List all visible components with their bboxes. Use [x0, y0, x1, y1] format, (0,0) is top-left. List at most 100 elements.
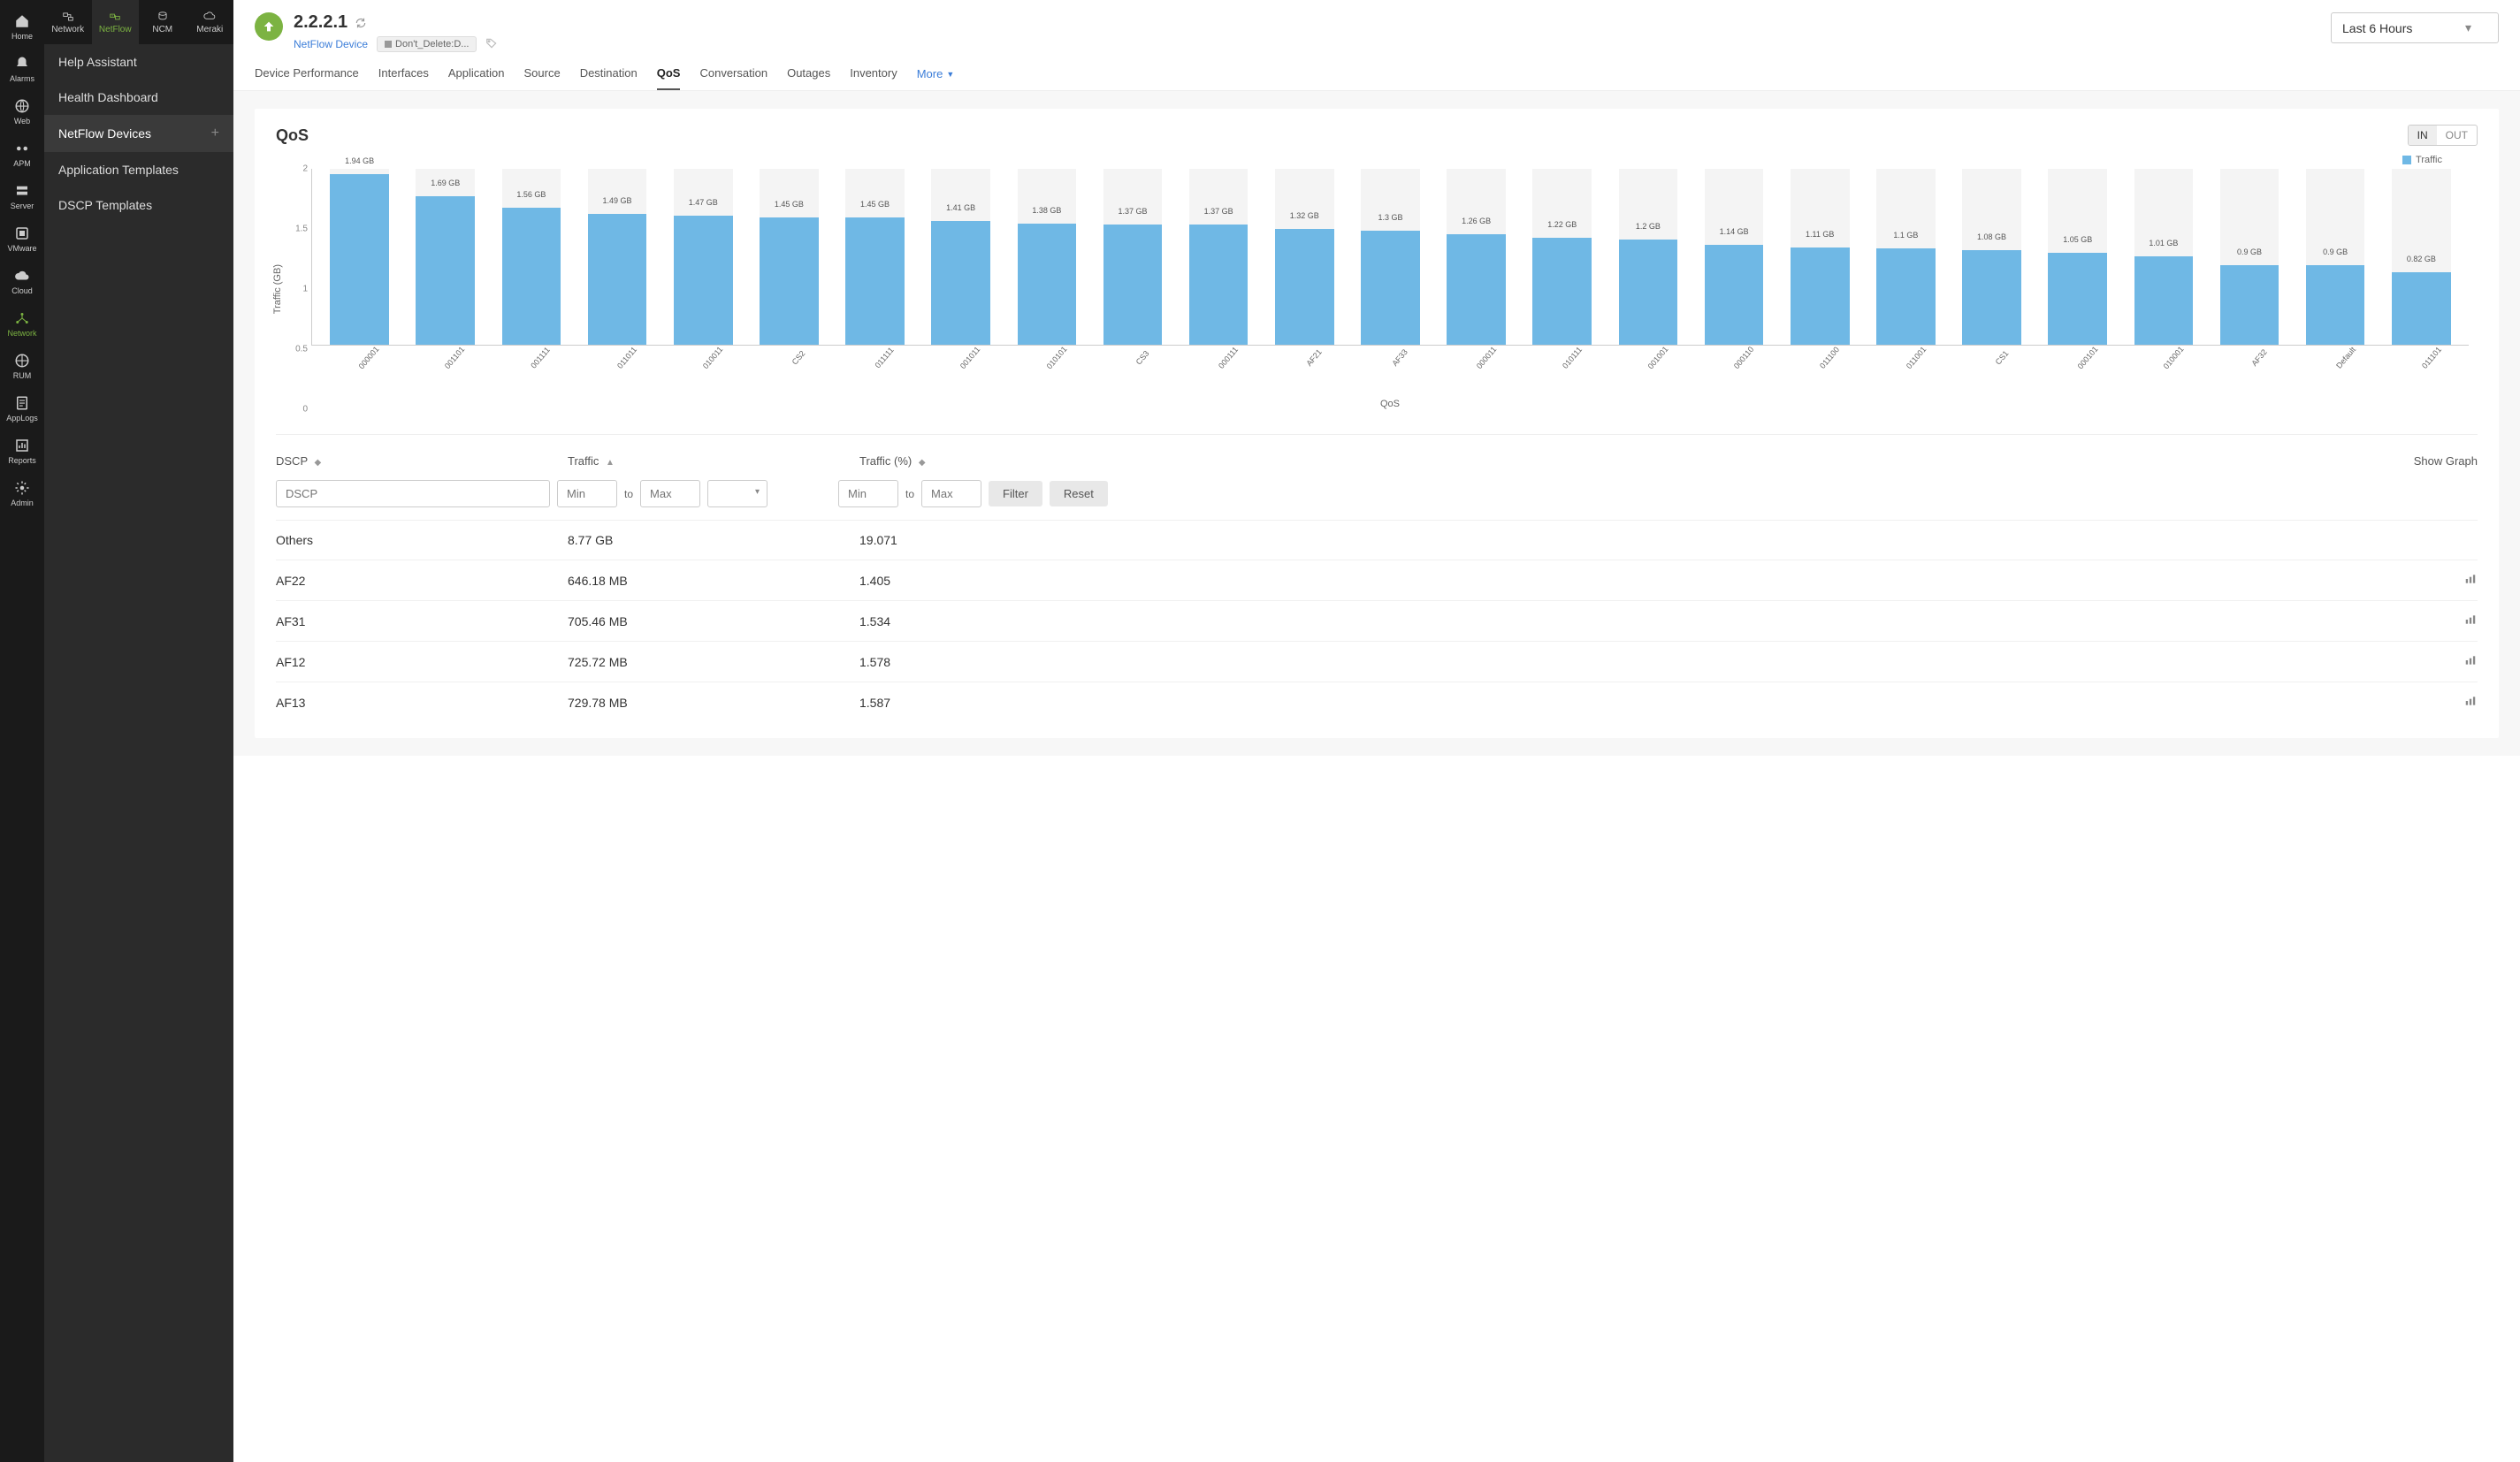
sidebar-icon-reports[interactable]: Reports: [0, 430, 44, 472]
pct-min-input[interactable]: [838, 480, 898, 507]
col-traffic-header[interactable]: Traffic ▲: [568, 454, 859, 468]
menu-item-help-assistant[interactable]: Help Assistant: [44, 44, 233, 80]
sidebar-icon-home[interactable]: Home: [0, 5, 44, 48]
bar-chart-icon[interactable]: [2463, 695, 2478, 707]
sort-asc-icon: ▲: [606, 458, 615, 468]
bar[interactable]: [588, 214, 647, 345]
table-header: DSCP ◆ Traffic ▲ Traffic (%) ◆ Show Grap…: [276, 449, 2478, 473]
bar[interactable]: [1705, 245, 1764, 345]
bar[interactable]: [1275, 229, 1334, 345]
sidebar-icon-apm[interactable]: APM: [0, 133, 44, 175]
col-dscp-header[interactable]: DSCP ◆: [276, 454, 568, 468]
bar[interactable]: [1876, 248, 1936, 345]
bar[interactable]: [2134, 256, 2194, 345]
menu-item-dscp-templates[interactable]: DSCP Templates: [44, 187, 233, 223]
show-graph-label: Show Graph: [2414, 454, 2478, 468]
bar[interactable]: [2048, 253, 2107, 345]
bar-chart-icon[interactable]: [2463, 573, 2478, 585]
bar[interactable]: [760, 217, 819, 345]
tag-icon[interactable]: [485, 37, 498, 52]
bar[interactable]: [1189, 225, 1249, 345]
bar[interactable]: [2306, 265, 2365, 345]
sidebar-icon-server[interactable]: Server: [0, 175, 44, 217]
unit-select[interactable]: [707, 480, 767, 507]
sidebar-icon-web[interactable]: Web: [0, 90, 44, 133]
bar[interactable]: [1962, 250, 2021, 345]
cell-graph[interactable]: [1151, 695, 2478, 710]
bar[interactable]: [1619, 240, 1678, 345]
bar-value-label: 1.2 GB: [1636, 222, 1661, 231]
tab-more[interactable]: More ▼: [917, 66, 955, 90]
time-range-select[interactable]: Last 6 Hours ▾: [2331, 12, 2499, 43]
sidebar-icon-cloud[interactable]: Cloud: [0, 260, 44, 302]
bar[interactable]: [931, 221, 990, 345]
col-pct-header[interactable]: Traffic (%) ◆: [859, 454, 1151, 468]
tabs-row: Device Performance Interfaces Application S…: [233, 59, 2520, 91]
bar[interactable]: [1361, 231, 1420, 345]
refresh-icon[interactable]: [355, 17, 367, 29]
bar[interactable]: [674, 216, 733, 345]
cell-dscp: AF22: [276, 574, 568, 588]
bar[interactable]: [1103, 225, 1163, 345]
out-toggle[interactable]: OUT: [2437, 126, 2477, 145]
tab-destination[interactable]: Destination: [580, 66, 638, 90]
bar[interactable]: [1018, 224, 1077, 345]
reset-button[interactable]: Reset: [1050, 481, 1108, 506]
tab-interfaces[interactable]: Interfaces: [378, 66, 429, 90]
tab-inventory[interactable]: Inventory: [850, 66, 897, 90]
bar-value-label: 1.47 GB: [689, 198, 718, 207]
top-tab-netflow[interactable]: NetFlow: [92, 0, 140, 44]
cell-graph[interactable]: [1151, 613, 2478, 628]
bar-chart-icon[interactable]: [2463, 613, 2478, 626]
bar[interactable]: [2392, 272, 2451, 345]
tab-device-performance[interactable]: Device Performance: [255, 66, 359, 90]
menu-item-netflow-devices[interactable]: NetFlow Devices+: [44, 115, 233, 152]
bar[interactable]: [2220, 265, 2279, 345]
bar[interactable]: [845, 217, 905, 345]
menu-item-application-templates[interactable]: Application Templates: [44, 152, 233, 187]
sidebar-icon-alarms[interactable]: Alarms: [0, 48, 44, 90]
tag-chip[interactable]: Don't_Delete:D...: [377, 36, 477, 52]
bar-value-label: 1.38 GB: [1032, 206, 1061, 215]
tab-source[interactable]: Source: [523, 66, 560, 90]
sidebar-icon-vmware[interactable]: VMware: [0, 217, 44, 260]
bar[interactable]: [1791, 247, 1850, 345]
cell-traffic: 8.77 GB: [568, 533, 859, 547]
sidebar-icon-rum[interactable]: RUM: [0, 345, 44, 387]
sort-icon: ◆: [315, 458, 322, 468]
cell-graph[interactable]: [1151, 573, 2478, 588]
bar[interactable]: [330, 174, 389, 345]
y-tick: 2: [302, 164, 308, 174]
tab-outages[interactable]: Outages: [787, 66, 830, 90]
sidebar-icon-admin[interactable]: Admin: [0, 472, 44, 514]
traffic-min-input[interactable]: [557, 480, 617, 507]
bar[interactable]: [502, 208, 561, 345]
bar-slot: 1.37 GB: [1177, 169, 1261, 345]
bars: 1.94 GB1.69 GB1.56 GB1.49 GB1.47 GB1.45 …: [312, 169, 2469, 345]
tab-conversation[interactable]: Conversation: [699, 66, 767, 90]
bar[interactable]: [416, 196, 475, 345]
col-traffic-label: Traffic: [568, 454, 599, 468]
top-tab-meraki[interactable]: Meraki: [187, 0, 234, 44]
cell-graph[interactable]: [1151, 654, 2478, 669]
pct-max-input[interactable]: [921, 480, 981, 507]
dscp-filter-input[interactable]: [276, 480, 550, 507]
cell-traffic: 646.18 MB: [568, 574, 859, 588]
sidebar-icon-network[interactable]: Network: [0, 302, 44, 345]
bar[interactable]: [1532, 238, 1592, 345]
bar-chart-icon[interactable]: [2463, 654, 2478, 666]
sidebar-icon-applogs[interactable]: AppLogs: [0, 387, 44, 430]
bar[interactable]: [1447, 234, 1506, 345]
top-tab-network[interactable]: Network: [44, 0, 92, 44]
device-type-link[interactable]: NetFlow Device: [294, 38, 368, 50]
traffic-max-input[interactable]: [640, 480, 700, 507]
filter-row: to to Filter Reset: [276, 473, 2478, 520]
tab-qos[interactable]: QoS: [657, 66, 681, 90]
qos-card: QoS IN OUT Traffic Traffic (GB) 00.511.5…: [255, 109, 2499, 738]
menu-item-health-dashboard[interactable]: Health Dashboard: [44, 80, 233, 115]
filter-button[interactable]: Filter: [989, 481, 1042, 506]
add-icon[interactable]: +: [211, 126, 219, 141]
top-tab-ncm[interactable]: NCM: [139, 0, 187, 44]
tab-application[interactable]: Application: [448, 66, 505, 90]
in-toggle[interactable]: IN: [2409, 126, 2437, 145]
